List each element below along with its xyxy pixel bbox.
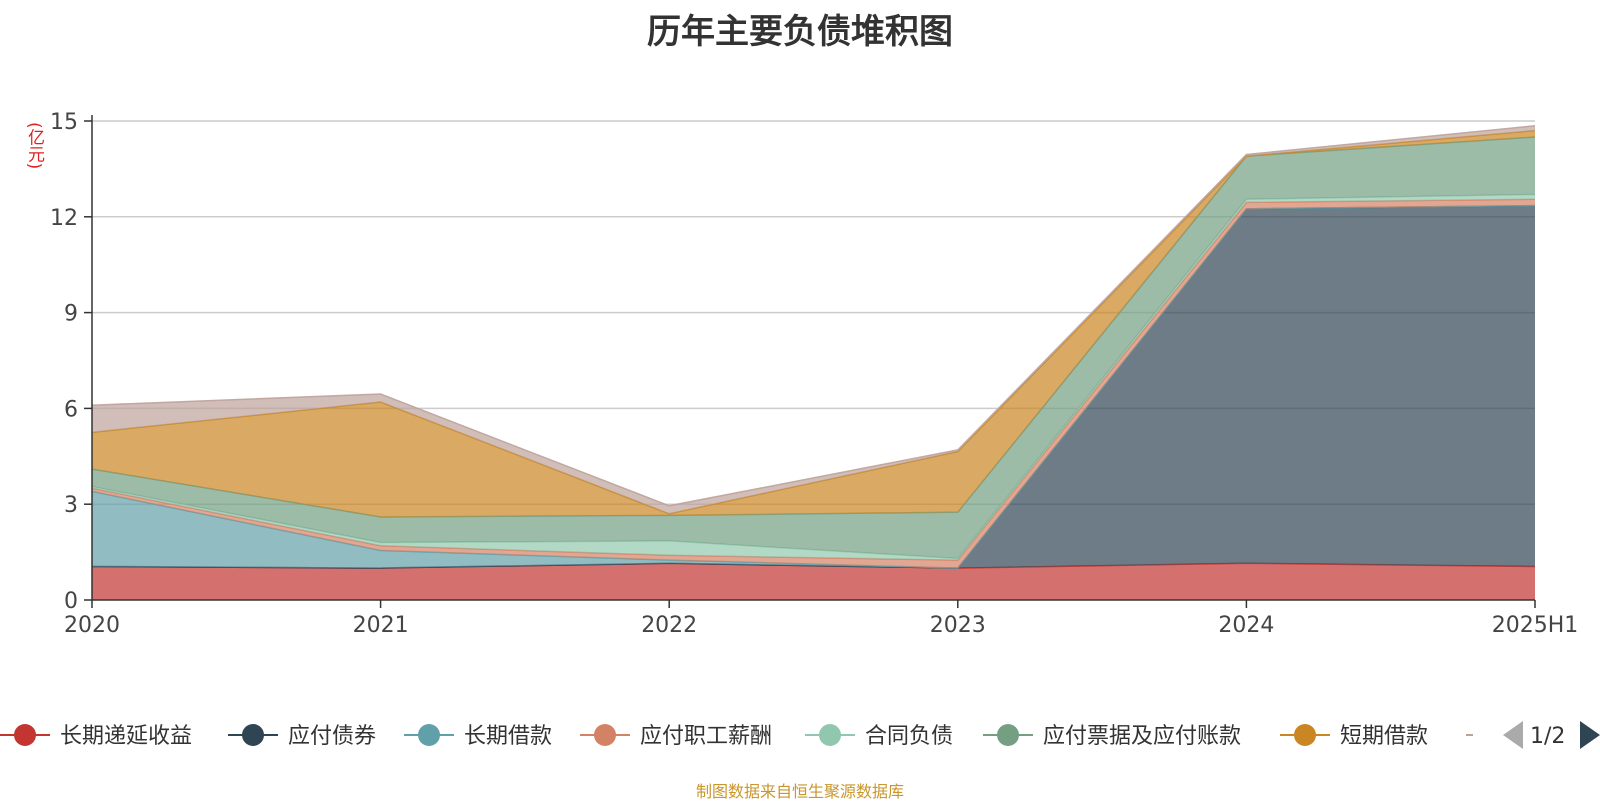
series-areas <box>91 125 1536 600</box>
legend-marker <box>819 724 841 746</box>
legend-marker <box>14 724 36 746</box>
legend-prev-icon[interactable] <box>1503 721 1523 749</box>
legend-label: 应付债券 <box>288 724 376 749</box>
legend-label: 长期借款 <box>464 724 552 749</box>
x-tick-label: 2020 <box>64 613 120 638</box>
area-series-6 <box>92 130 1535 517</box>
y-axis-unit-label: (亿元) <box>24 122 44 170</box>
legend-label: 应付职工薪酬 <box>640 724 772 749</box>
y-tick-label: 9 <box>64 302 78 327</box>
axes: 0 3 6 9 12 15 2020 2021 2022 2023 2024 2025H1 <box>50 110 1578 638</box>
legend-item-6[interactable]: 短期借款 <box>1280 724 1428 749</box>
chart-title: 历年主要负债堆积图 <box>647 12 953 52</box>
legend-marker <box>418 724 440 746</box>
legend: 长期递延收益 应付债券 长期借款 应付职工薪酬 合同负债 应付票据及应付账款 短期借款 其他 <box>0 724 1502 749</box>
x-tick-label: 2022 <box>641 613 697 638</box>
area-series-1 <box>92 205 1535 569</box>
area-series-2 <box>92 205 1535 569</box>
legend-marker <box>1294 724 1316 746</box>
x-tick-label: 2023 <box>930 613 986 638</box>
legend-items: 长期递延收益 应付债券 长期借款 应付职工薪酬 合同负债 应付票据及应付账款 短期借款 其他 <box>0 724 1502 749</box>
y-tick-label: 0 <box>64 589 78 614</box>
y-tick-label: 6 <box>64 397 78 422</box>
legend-item-4[interactable]: 合同负债 <box>805 724 953 749</box>
y-tick-label: 15 <box>50 110 78 135</box>
x-tick-label: 2024 <box>1218 613 1274 638</box>
legend-item-3[interactable]: 应付职工薪酬 <box>580 724 772 749</box>
x-tick-label: 2025H1 <box>1492 613 1579 638</box>
x-tick-label: 2021 <box>353 613 409 638</box>
legend-label: 短期借款 <box>1340 724 1428 749</box>
legend-marker <box>1480 724 1502 746</box>
legend-marker <box>997 724 1019 746</box>
legend-marker <box>242 724 264 746</box>
area-series-0 <box>92 563 1535 600</box>
legend-label: 合同负债 <box>865 724 953 749</box>
legend-marker <box>594 724 616 746</box>
area-edge-series-7 <box>91 125 1536 507</box>
y-tick-label: 12 <box>50 206 78 231</box>
legend-item-0[interactable]: 长期递延收益 <box>0 724 192 749</box>
legend-item-1[interactable]: 应付债券 <box>228 724 376 749</box>
legend-label: 长期递延收益 <box>60 724 192 749</box>
legend-pager[interactable]: 1/2 <box>1503 721 1600 749</box>
area-series-5 <box>92 136 1535 559</box>
legend-item-2[interactable]: 长期借款 <box>404 724 552 749</box>
source-note: 制图数据来自恒生聚源数据库 <box>695 782 904 801</box>
legend-page-indicator: 1/2 <box>1530 724 1565 749</box>
legend-item-5[interactable]: 应付票据及应付账款 <box>983 724 1241 749</box>
y-tick-label: 3 <box>64 493 78 518</box>
legend-next-icon[interactable] <box>1580 721 1600 749</box>
legend-label: 应付票据及应付账款 <box>1043 724 1241 749</box>
